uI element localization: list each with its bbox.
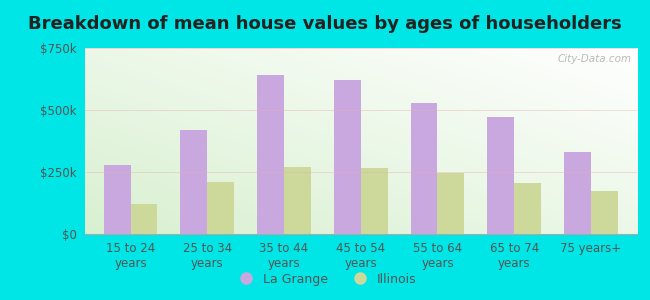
Bar [207, 182, 234, 234]
Text: City-Data.com: City-Data.com [557, 54, 632, 64]
Legend: La Grange, Illinois: La Grange, Illinois [228, 268, 422, 291]
Text: Breakdown of mean house values by ages of householders: Breakdown of mean house values by ages o… [28, 15, 622, 33]
Bar [131, 204, 157, 234]
Bar [361, 168, 387, 234]
Bar [514, 183, 541, 234]
Bar [564, 152, 591, 234]
Bar [104, 165, 131, 234]
Bar [437, 173, 464, 234]
Bar [181, 130, 207, 234]
Bar [411, 103, 437, 234]
Bar [284, 167, 311, 234]
Bar [591, 190, 618, 234]
Bar [334, 80, 361, 234]
Bar [257, 75, 284, 234]
Bar [488, 117, 514, 234]
